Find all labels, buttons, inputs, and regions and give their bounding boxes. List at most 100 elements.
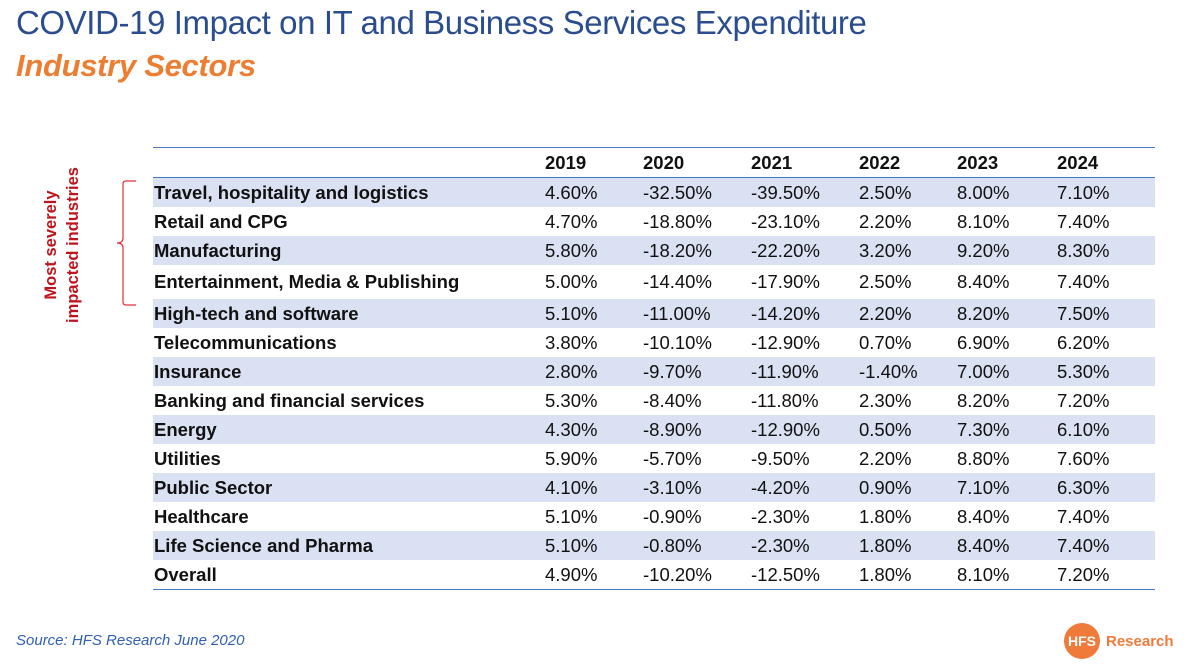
row-category: Telecommunications	[154, 331, 337, 353]
value-cell: -8.90%	[643, 418, 702, 440]
value-cell: 7.00%	[957, 360, 1010, 382]
value-cell: -23.10%	[751, 210, 820, 232]
table-row: Travel, hospitality and logistics 4.60% -3…	[153, 177, 1155, 207]
value-cell: 8.40%	[957, 505, 1010, 527]
table-row: Life Science and Pharma 5.10% -0.80% -2.30%…	[153, 531, 1155, 560]
page-title: COVID-19 Impact on IT and Business Servi…	[16, 4, 867, 41]
value-cell: 8.00%	[957, 181, 1010, 203]
value-cell: 7.40%	[1057, 210, 1110, 232]
row-category: Retail and CPG	[154, 210, 288, 232]
table-row: High-tech and software 5.10% -11.00% -14.20…	[153, 299, 1155, 328]
value-cell: -1.40%	[859, 360, 918, 382]
value-cell: 8.40%	[957, 271, 1010, 292]
value-cell: -4.20%	[751, 476, 810, 498]
value-cell: 5.10%	[545, 302, 598, 324]
value-cell: -11.80%	[751, 389, 819, 411]
value-cell: -0.80%	[643, 534, 702, 556]
column-header-category	[153, 148, 545, 178]
value-cell: 4.10%	[545, 476, 598, 498]
column-header-year: 2023	[957, 151, 999, 173]
value-cell: 2.80%	[545, 360, 598, 382]
value-cell: 0.50%	[859, 418, 912, 440]
table-row: Public Sector 4.10% -3.10% -4.20% 0.90% 7.10%…	[153, 473, 1155, 502]
column-header-year: 2022	[859, 151, 901, 173]
value-cell: -39.50%	[751, 181, 820, 203]
value-cell: -12.50%	[751, 563, 820, 585]
row-category: Utilities	[154, 447, 221, 469]
column-header-year: 2021	[751, 151, 793, 173]
value-cell: 4.60%	[545, 181, 598, 203]
value-cell: -2.30%	[751, 505, 810, 527]
value-cell: -2.30%	[751, 534, 810, 556]
value-cell: -18.80%	[643, 210, 712, 232]
table-row: Entertainment, Media & Publishing 5.00% -1…	[153, 265, 1155, 299]
value-cell: 3.20%	[859, 239, 912, 261]
value-cell: 7.20%	[1057, 563, 1110, 585]
column-header-year: 2024	[1057, 151, 1099, 173]
value-cell: 6.90%	[957, 331, 1010, 353]
value-cell: -18.20%	[643, 239, 712, 261]
row-category: Travel, hospitality and logistics	[154, 181, 429, 203]
row-category: Manufacturing	[154, 239, 282, 261]
value-cell: 2.20%	[859, 447, 912, 469]
value-cell: 7.60%	[1057, 447, 1110, 469]
table-header-row: 2019 2020 2021 2022 2023 2024	[153, 147, 1155, 178]
value-cell: 5.90%	[545, 447, 598, 469]
source-note: Source: HFS Research June 2020	[16, 632, 245, 649]
value-cell: 5.10%	[545, 534, 598, 556]
value-cell: 2.30%	[859, 389, 912, 411]
value-cell: 1.80%	[859, 534, 912, 556]
value-cell: 8.80%	[957, 447, 1010, 469]
value-cell: 4.90%	[545, 563, 598, 585]
table-row: Overall 4.90% -10.20% -12.50% 1.80% 8.10% 7.20…	[153, 560, 1155, 590]
row-category: Entertainment, Media & Publishing	[154, 271, 460, 292]
table-row: Healthcare 5.10% -0.90% -2.30% 1.80% 8.40% 7.4…	[153, 502, 1155, 531]
value-cell: 8.10%	[957, 210, 1010, 232]
value-cell: 1.80%	[859, 505, 912, 527]
hfs-logo: HFS Research	[1064, 623, 1174, 659]
value-cell: -9.50%	[751, 447, 810, 469]
value-cell: -14.40%	[643, 271, 712, 292]
table-body: Travel, hospitality and logistics 4.60% -3…	[153, 177, 1155, 590]
value-cell: 0.90%	[859, 476, 912, 498]
table-row: Manufacturing 5.80% -18.20% -22.20% 3.20% 9.2…	[153, 236, 1155, 265]
hfs-logo-word: Research	[1106, 632, 1174, 650]
value-cell: -3.10%	[643, 476, 702, 498]
value-cell: 2.50%	[859, 271, 912, 292]
value-cell: -32.50%	[643, 181, 712, 203]
table-row: Banking and financial services 5.30% -8.40…	[153, 386, 1155, 415]
value-cell: 8.20%	[957, 389, 1010, 411]
value-cell: 2.50%	[859, 181, 912, 203]
value-cell: 7.50%	[1057, 302, 1110, 324]
value-cell: -12.90%	[751, 418, 820, 440]
expenditure-table: 2019 2020 2021 2022 2023 2024 Travel, hospita…	[153, 147, 1155, 590]
severity-annotation-text: Most severely impacted industries	[40, 167, 84, 323]
value-cell: 7.40%	[1057, 534, 1110, 556]
severity-annotation-line2: impacted industries	[64, 167, 82, 323]
value-cell: -22.20%	[751, 239, 820, 261]
severity-annotation: Most severely impacted industries	[20, 150, 104, 340]
page-subtitle: Industry Sectors	[16, 48, 256, 83]
value-cell: 5.10%	[545, 505, 598, 527]
value-cell: -8.40%	[643, 389, 702, 411]
value-cell: -10.10%	[643, 331, 712, 353]
value-cell: 6.10%	[1057, 418, 1110, 440]
value-cell: 8.20%	[957, 302, 1010, 324]
table-row: Insurance 2.80% -9.70% -11.90% -1.40% 7.00% 5.…	[153, 357, 1155, 386]
value-cell: 5.30%	[1057, 360, 1110, 382]
value-cell: -5.70%	[643, 447, 702, 469]
value-cell: 2.20%	[859, 302, 912, 324]
row-category: Life Science and Pharma	[154, 534, 374, 556]
value-cell: -9.70%	[643, 360, 702, 382]
value-cell: -12.90%	[751, 331, 820, 353]
table-row: Utilities 5.90% -5.70% -9.50% 2.20% 8.80% 7.60…	[153, 444, 1155, 473]
value-cell: -10.20%	[643, 563, 712, 585]
value-cell: 4.70%	[545, 210, 598, 232]
row-category: Overall	[154, 563, 217, 585]
severity-annotation-line1: Most severely	[42, 190, 60, 300]
value-cell: 2.20%	[859, 210, 912, 232]
value-cell: -11.90%	[751, 360, 819, 382]
value-cell: 7.10%	[1057, 181, 1110, 203]
value-cell: 5.80%	[545, 239, 598, 261]
value-cell: 7.20%	[1057, 389, 1110, 411]
